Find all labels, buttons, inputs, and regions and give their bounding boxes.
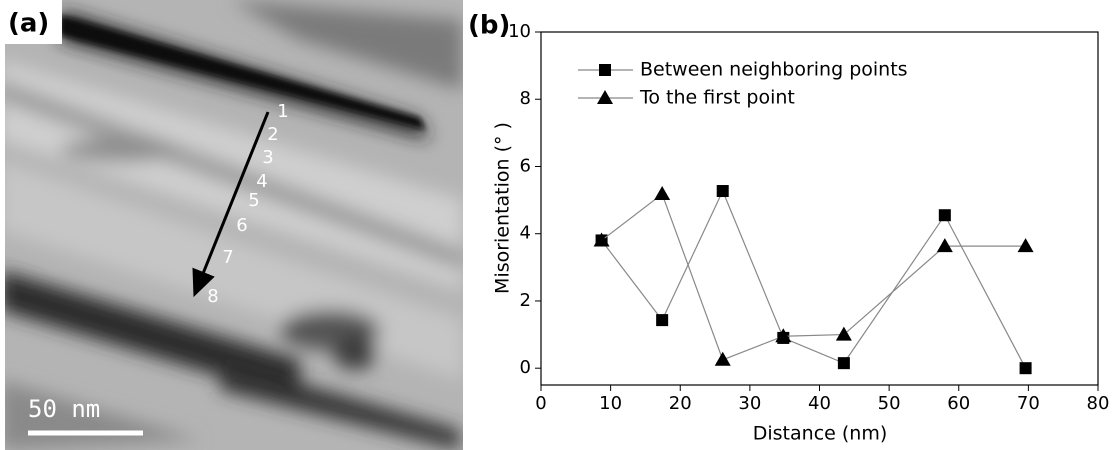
- y-tick-label: 0: [520, 357, 531, 378]
- point-label: 2: [267, 124, 278, 145]
- point-label: 5: [248, 190, 259, 211]
- series-line: [601, 193, 1026, 361]
- x-tick-label: 0: [535, 393, 546, 414]
- series-line: [601, 189, 1027, 369]
- data-point: [936, 238, 953, 253]
- point-label: 6: [236, 215, 247, 236]
- plot-frame: [540, 31, 1099, 386]
- data-point: [656, 314, 669, 327]
- point-label: 7: [222, 247, 233, 268]
- point-label: 1: [277, 101, 288, 122]
- x-axis-label: Distance (nm): [753, 423, 888, 445]
- x-tick-label: 50: [878, 393, 901, 414]
- x-tick-label: 20: [669, 393, 692, 414]
- scale-bar-label: 50 nm: [28, 395, 100, 423]
- x-tick-label: 40: [808, 393, 831, 414]
- x-tick-label: 30: [738, 393, 761, 414]
- panel-label: (b): [468, 11, 510, 41]
- point-label: 3: [262, 147, 273, 168]
- data-point: [654, 186, 671, 201]
- data-point: [1019, 362, 1032, 375]
- label-box: [5, 0, 62, 44]
- y-tick-label: 6: [520, 155, 531, 176]
- arrow: [192, 111, 270, 298]
- legend-marker: [599, 64, 611, 76]
- data-point: [1017, 238, 1034, 253]
- tem-image: [5, 0, 463, 450]
- data-point: [775, 328, 792, 343]
- data-point: [716, 185, 729, 198]
- y-axis-label: Misorientation (° ): [492, 122, 514, 294]
- legend-marker: [597, 90, 613, 104]
- data-point: [938, 209, 951, 222]
- data-point: [714, 351, 731, 366]
- x-tick-label: 80: [1087, 393, 1110, 414]
- y-tick-label: 2: [520, 290, 531, 311]
- y-tick-label: 8: [520, 88, 531, 109]
- y-tick-label: 10: [508, 21, 531, 42]
- legend-label: To the first point: [639, 87, 795, 109]
- point-label: 4: [256, 171, 267, 192]
- data-point: [593, 232, 610, 247]
- x-tick-label: 10: [599, 393, 622, 414]
- point-label: 8: [207, 286, 218, 307]
- y-tick-label: 4: [520, 223, 531, 244]
- data-point: [837, 357, 850, 370]
- legend-label: Between neighboring points: [640, 59, 908, 81]
- panel-label: (a): [8, 9, 49, 39]
- data-point: [835, 326, 852, 341]
- x-tick-label: 60: [947, 393, 970, 414]
- x-tick-label: 70: [1017, 393, 1040, 414]
